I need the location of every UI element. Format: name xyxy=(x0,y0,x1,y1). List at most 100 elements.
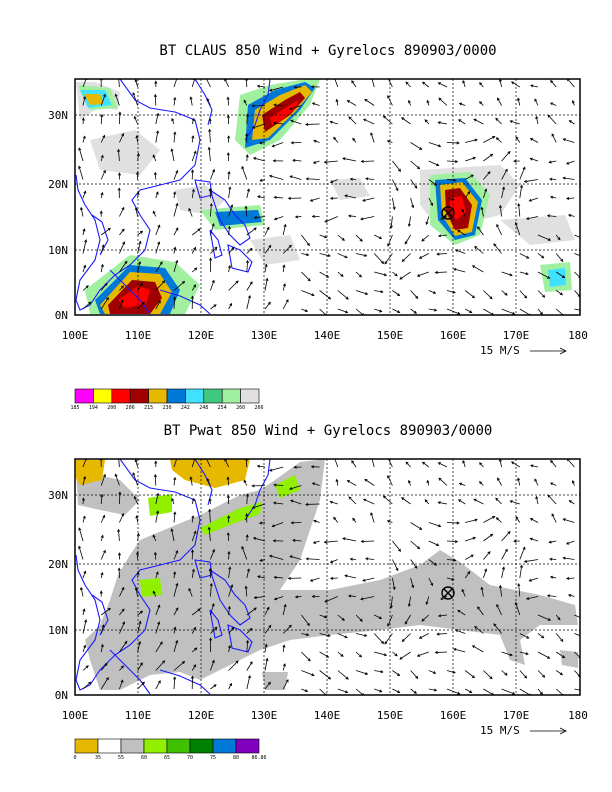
wind-vector xyxy=(447,689,460,694)
wind-vector xyxy=(365,479,374,485)
bottom-x-tick: 160E xyxy=(440,709,467,722)
colorbar-swatch xyxy=(93,389,111,403)
colorbar-swatch xyxy=(167,389,185,403)
wind-vector xyxy=(502,532,510,541)
wind-vector xyxy=(483,671,492,679)
bottom-y-tick: 20N xyxy=(48,558,68,571)
colorbar-swatch xyxy=(130,389,148,403)
wind-vector xyxy=(473,266,484,272)
bottom-wind-scale-label: 15 M/S xyxy=(480,724,520,737)
wind-vector xyxy=(502,152,510,161)
wind-vector xyxy=(429,143,441,147)
wind-vector xyxy=(247,662,252,671)
wind-vector xyxy=(520,254,529,259)
wind-vector xyxy=(347,481,356,486)
wind-vector-head xyxy=(371,456,373,458)
colorbar-label: 60 xyxy=(141,755,147,761)
bottom-x-tick: 180 xyxy=(568,709,588,722)
top-y-tick: 0N xyxy=(55,309,68,322)
wind-vector xyxy=(374,634,383,644)
wind-vector xyxy=(483,516,494,522)
wind-vector xyxy=(473,646,484,652)
bottom-x-tick: 120E xyxy=(188,709,215,722)
wind-vector xyxy=(418,272,429,276)
wind-vector xyxy=(520,291,527,298)
wind-vector xyxy=(483,689,493,695)
wind-vector xyxy=(574,634,583,637)
colorbar-swatch xyxy=(241,389,259,403)
wind-vector xyxy=(384,116,393,124)
wind-vector xyxy=(411,541,420,549)
wind-vector xyxy=(556,634,563,642)
colorbar-swatch xyxy=(121,739,144,753)
wind-vector xyxy=(411,671,418,679)
wind-vector xyxy=(512,82,520,87)
colorbar-label: 215 xyxy=(144,405,153,411)
wind-vector xyxy=(538,291,545,298)
wind-vector xyxy=(385,254,392,264)
colorbar-label: 0 xyxy=(73,755,76,761)
top-x-tick: 140E xyxy=(314,329,341,342)
wind-vector xyxy=(364,499,374,504)
top-x-tick: 100E xyxy=(62,329,89,342)
bottom-x-tick: 130E xyxy=(251,709,278,722)
wind-vector xyxy=(483,291,492,299)
wind-vector xyxy=(392,541,400,551)
wind-vector xyxy=(392,291,399,296)
wind-vector xyxy=(435,652,447,653)
wind-vector xyxy=(429,541,439,546)
wind-vector xyxy=(205,75,211,87)
colorbar-swatch xyxy=(149,389,167,403)
wind-vector xyxy=(502,309,515,314)
wind-vector xyxy=(411,523,422,530)
wind-vector xyxy=(356,235,362,241)
wind-vector xyxy=(402,634,410,642)
wind-vector xyxy=(483,534,492,541)
wind-vector xyxy=(483,309,493,315)
wind-vector xyxy=(551,81,557,87)
wind-vector xyxy=(265,302,270,309)
wind-vector xyxy=(496,118,502,124)
wind-vector xyxy=(420,254,429,259)
wind-vector xyxy=(483,154,492,161)
colorbar-swatch xyxy=(167,739,190,753)
colorbar-swatch xyxy=(185,389,203,403)
wind-vector xyxy=(301,272,310,281)
map-canvas: BT CLAUS 850 Wind + Gyrelocs 890903/0000 xyxy=(0,0,612,792)
wind-vector xyxy=(502,549,508,559)
top-x-tick: 180 xyxy=(568,329,588,342)
wind-vector xyxy=(474,499,483,504)
wind-vector xyxy=(361,541,374,542)
wind-vector xyxy=(465,291,474,298)
colorbar-label: 185 xyxy=(70,405,79,411)
wind-vector xyxy=(429,161,439,166)
bottom-panel-title: BT Pwat 850 Wind + Gyrelocs 890903/0000 xyxy=(164,423,493,439)
wind-vector xyxy=(520,671,527,678)
top-x-tick: 130E xyxy=(251,329,278,342)
wind-vector xyxy=(83,620,86,634)
wind-vector-head xyxy=(117,74,119,76)
wind-vector xyxy=(320,671,331,679)
wind-vector xyxy=(502,689,515,694)
wind-vector xyxy=(301,671,314,676)
wind-vector xyxy=(411,161,420,169)
wind-vector xyxy=(174,204,177,217)
wind-vector xyxy=(447,309,460,314)
wind-vector-head xyxy=(371,76,373,78)
bottom-x-tick: 150E xyxy=(377,709,404,722)
wind-vector-head xyxy=(585,690,587,692)
wind-vector xyxy=(556,254,563,262)
wind-vector-head xyxy=(117,454,119,456)
top-y-tick: 20N xyxy=(48,178,68,191)
top-x-tick: 150E xyxy=(377,329,404,342)
wind-vector xyxy=(418,652,429,656)
wind-vector xyxy=(520,547,525,559)
wind-vector xyxy=(338,671,348,680)
colorbar-label: 35 xyxy=(95,755,101,761)
wind-vector xyxy=(402,118,411,124)
wind-vector xyxy=(411,291,418,299)
wind-vector xyxy=(392,560,397,571)
colorbar-swatch xyxy=(236,739,259,753)
wind-vector xyxy=(349,497,356,504)
wind-vector xyxy=(400,272,411,279)
